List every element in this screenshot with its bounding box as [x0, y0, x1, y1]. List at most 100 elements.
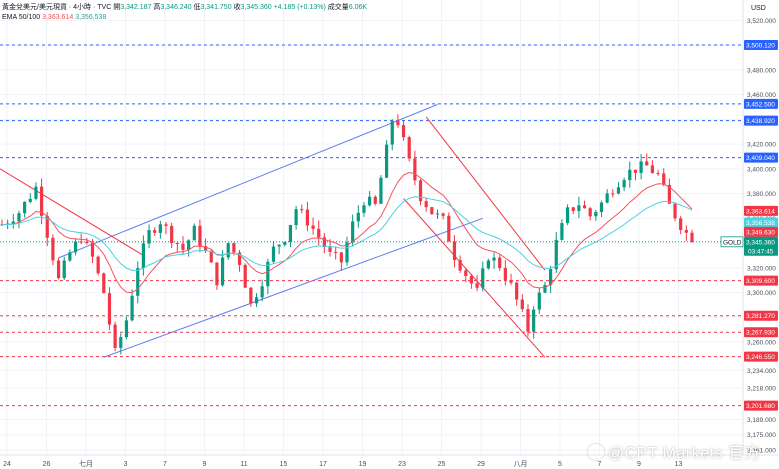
level-price-tag-bg: [744, 275, 778, 286]
time-tick-label: 7: [598, 461, 602, 468]
level-price-tag: 3,309.600: [746, 278, 775, 285]
level-price-tag: 3,409.040: [746, 155, 775, 162]
level-price-tag: 3,201.680: [746, 403, 775, 410]
candle-body: [452, 241, 457, 261]
candle-body: [175, 242, 179, 244]
candle-body: [588, 208, 592, 217]
time-tick-label: 7: [163, 461, 167, 468]
ema-legend[interactable]: EMA 50/100 3,363.614 3,356.538: [2, 14, 106, 21]
level-price-tag: 3,246.550: [746, 354, 775, 361]
chart-grid: [0, 0, 742, 455]
candle-body: [356, 212, 360, 222]
price-tick-label: 3,260.000: [747, 340, 776, 347]
ema50-price-tag-bg: [744, 205, 778, 216]
candle-body: [45, 215, 49, 238]
candle-body: [124, 320, 129, 338]
close-value: 3,345.360: [240, 4, 272, 11]
candle-body: [85, 242, 89, 244]
candle-body: [226, 243, 230, 258]
candle-body: [249, 287, 253, 304]
candle-body: [328, 247, 332, 252]
candle-body: [300, 209, 304, 211]
candle-body: [0, 224, 4, 226]
candle-body: [611, 193, 615, 195]
candle-body: [96, 256, 100, 274]
ema50-line: [1, 171, 693, 294]
time-tick-label: 11: [240, 461, 247, 468]
price-tick-label: 3,460.000: [747, 92, 776, 99]
candle-body: [498, 257, 502, 269]
candle-body: [198, 225, 202, 247]
level-price-tag: 3,500.120: [746, 42, 775, 49]
ema100-value: 3,356.538: [75, 14, 107, 21]
candle-body: [492, 257, 496, 261]
candle-body: [23, 201, 27, 214]
candle-body: [469, 275, 474, 284]
ema50-value: 3,363.614: [42, 14, 74, 21]
candle-body: [39, 186, 44, 216]
candle-body: [622, 180, 626, 188]
price-tick-label: 3,175.000: [747, 432, 776, 439]
ema-lines: [1, 171, 693, 294]
symbol-tag-bg: [720, 236, 744, 248]
countdown-tag: 03:47:45: [748, 248, 774, 255]
candle-body: [271, 246, 276, 262]
candles: [0, 114, 694, 355]
candle-body: [639, 161, 643, 173]
candle-body: [283, 242, 287, 245]
price-tick-label: 3,300.000: [747, 290, 776, 297]
ema100-price-tag: 3,356.538: [746, 220, 775, 227]
candle-body: [526, 309, 530, 332]
current-price-tag-bg: [744, 236, 778, 256]
candle-body: [656, 173, 660, 175]
time-tick-label: 3: [124, 461, 128, 468]
candle-body: [187, 240, 191, 250]
candle-body: [373, 196, 377, 204]
candle-body: [549, 269, 553, 285]
price-tick-label: 3,520.000: [747, 18, 776, 25]
time-tick-label: 八月: [514, 460, 528, 468]
candle-body: [458, 260, 462, 271]
candle-body: [565, 207, 570, 224]
level-price-tag-bg: [744, 327, 778, 338]
candle-body: [679, 218, 683, 230]
candle-body: [571, 207, 575, 211]
candle-body: [582, 205, 587, 209]
time-tick-label: 25: [438, 461, 446, 468]
current-price-tag: 3,345.360: [746, 239, 775, 246]
price-tick-label: 3,380.000: [747, 191, 776, 198]
price-tick-label: 3,161.000: [747, 448, 776, 455]
candle-body: [407, 137, 411, 159]
volume-label: 成交量: [327, 4, 349, 11]
candle-body: [181, 243, 185, 250]
time-tick-label: 13: [675, 461, 683, 468]
high-label: 高: [153, 4, 161, 11]
time-tick-label: 19: [359, 461, 367, 468]
candle-body: [368, 196, 372, 206]
ema100-line: [1, 196, 693, 271]
level-price-tag: 3,281.270: [746, 313, 775, 320]
level-price-tag-bg: [744, 115, 778, 126]
candle-body: [599, 202, 604, 213]
candle-body: [543, 284, 547, 293]
candle-body: [690, 232, 694, 242]
candle-body: [147, 230, 151, 244]
downtrend-line: [0, 168, 144, 256]
candle-body: [51, 237, 55, 261]
close-label: 收: [233, 4, 241, 11]
symbol-legend: 黃金兌美元/美元現貨 · 4小時 · TVC 開3,342.187 高3,346…: [2, 2, 367, 12]
candle-body: [311, 225, 315, 229]
price-tags: 3,500.120 3,452.500 3,438.920 3,409.040 3,30…: [0, 39, 778, 411]
brand-icon: [587, 444, 604, 460]
candle-body: [673, 203, 677, 219]
candle-body: [107, 293, 112, 325]
channel-upper-line: [58, 104, 438, 259]
time-tick-label: 23: [398, 461, 406, 468]
candle-body: [532, 309, 536, 332]
price-tick-label: 3,400.000: [747, 166, 776, 173]
candle-body: [11, 221, 15, 224]
time-tick-label: 七月: [79, 459, 93, 468]
level-price-tag-bg: [744, 39, 778, 50]
price-tick-label: 3,320.000: [747, 265, 776, 272]
